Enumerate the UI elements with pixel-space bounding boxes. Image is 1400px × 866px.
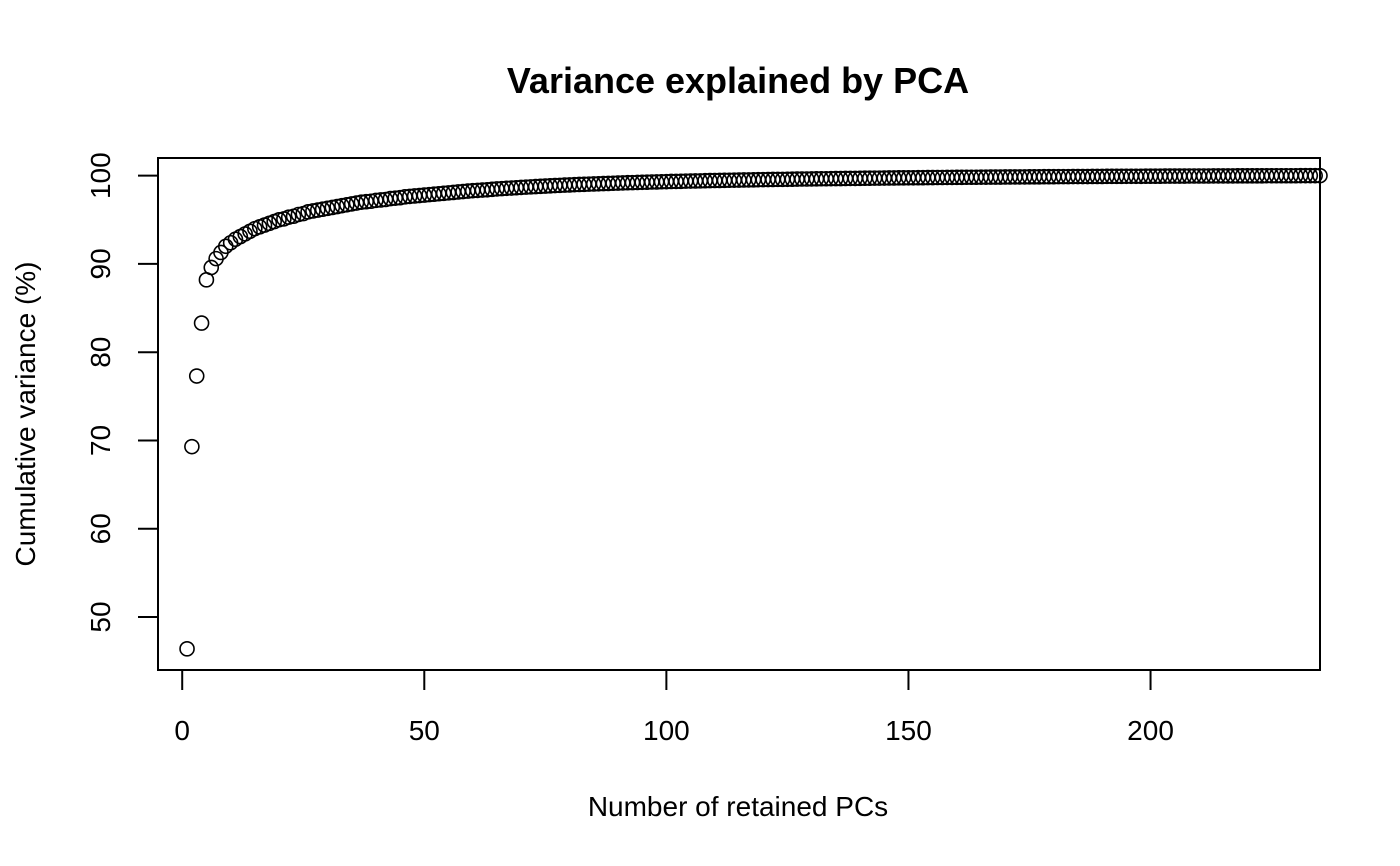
data-point [188,368,205,384]
x-axis: 0 50 100 150 200 [174,669,1174,746]
y-tick-label: 90 [85,248,116,279]
y-tick-label: 70 [85,425,116,456]
data-point [222,234,239,251]
x-tick-label: 100 [643,715,690,746]
data-point [329,198,345,215]
data-point [1307,167,1323,184]
chart-title: Variance explained by PCA [507,60,969,101]
data-point [217,238,234,255]
data-point [343,196,360,212]
data-point [314,201,331,217]
x-tick-label: 200 [1127,715,1174,746]
x-tick-label: 150 [885,715,932,746]
y-axis: 50 60 70 80 90 100 [85,152,159,633]
data-point [305,203,321,219]
data-point [334,197,350,214]
y-tick-label: 50 [85,601,116,632]
data-point [309,202,326,218]
plot-frame [157,157,1321,671]
data-point [324,199,341,216]
data-point [1302,167,1319,184]
data-point [203,259,220,276]
y-tick-label: 100 [85,152,116,199]
y-axis-label: Cumulative variance (%) [10,262,41,567]
x-tick-label: 50 [409,715,440,746]
data-point [339,196,355,213]
data-point [290,206,307,223]
data-point [193,315,210,331]
data-point [271,211,287,228]
data-point [1312,167,1328,184]
data-point [179,641,195,657]
data-point [280,209,297,225]
y-tick-label: 80 [85,337,116,368]
y-tick-label: 60 [85,513,116,544]
data-points [179,167,1328,657]
x-tick-label: 0 [174,715,190,746]
data-point [184,438,200,455]
data-point [319,200,336,217]
x-axis-label: Number of retained PCs [588,791,888,822]
data-point [300,204,316,220]
